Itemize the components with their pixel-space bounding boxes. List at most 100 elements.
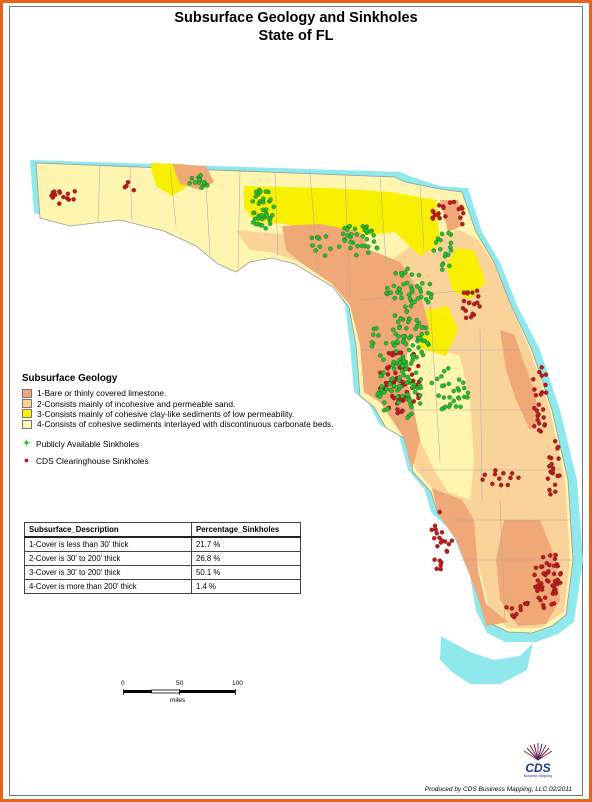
cds-sinkhole-point	[460, 305, 466, 311]
public-sinkhole-point	[352, 226, 358, 232]
legend-item-label: 1-Bare or thinly covered limestone.	[37, 388, 167, 399]
legend-public-sinkholes: ✦ Publicly Available Sinkholes	[22, 439, 362, 449]
public-sinkhole-point	[423, 297, 429, 302]
public-sinkhole-point	[399, 295, 404, 301]
public-sinkhole-point	[401, 372, 406, 378]
public-sinkhole-point	[322, 253, 328, 258]
public-sinkhole-point	[404, 326, 409, 331]
public-sinkhole-point	[407, 335, 412, 341]
cds-sinkhole-point	[533, 392, 539, 398]
legend-item-zone-3: 3-Consists mainly of cohesive clay-like …	[22, 409, 362, 419]
geology-zone-3-northeast	[446, 248, 486, 300]
cds-sinkhole-point	[531, 377, 536, 382]
cds-sinkhole-point	[50, 190, 56, 195]
public-sinkhole-point	[264, 213, 269, 219]
public-sinkhole-point	[410, 354, 416, 359]
cds-sinkhole-point	[124, 183, 129, 189]
public-sinkhole-point	[412, 299, 417, 305]
public-sinkhole-point	[397, 325, 402, 331]
cds-sinkhole-point	[557, 572, 563, 577]
public-sinkhole-point	[439, 383, 445, 389]
public-sinkhole-point	[439, 406, 445, 412]
cds-sinkhole-point	[437, 558, 443, 563]
public-sinkhole-point	[448, 401, 453, 407]
public-sinkhole-point	[460, 380, 466, 385]
cds-sinkhole-point	[510, 613, 515, 618]
public-sinkhole-point	[252, 216, 258, 222]
legend-item-label: 2-Consists mainly of incohesive and perm…	[37, 398, 236, 409]
cds-sinkhole-point	[61, 194, 66, 200]
cds-sinkhole-point	[552, 482, 558, 488]
cds-sinkhole-point	[395, 410, 400, 416]
public-sinkhole-point	[360, 234, 366, 239]
public-sinkhole-point	[259, 213, 264, 218]
geology-zone-4-interior	[396, 336, 474, 500]
cds-sinkhole-point	[66, 197, 72, 202]
public-sinkhole-point	[388, 290, 394, 295]
public-sinkhole-point	[403, 304, 408, 310]
geology-zone-1-swfl	[432, 488, 508, 626]
cds-sinkhole-point	[534, 408, 540, 413]
cds-sinkhole-point	[542, 595, 548, 600]
cds-sinkhole-point	[543, 372, 549, 377]
public-sinkhole-point	[348, 245, 353, 251]
cds-sinkhole-point	[501, 471, 506, 476]
public-sinkhole-point	[374, 245, 380, 251]
table-cell: 1-Cover is less than 30' thick	[24, 536, 192, 552]
cds-sinkhole-point	[557, 473, 562, 478]
zone-4-swatch	[22, 419, 32, 429]
table-cell: 2-Cover is 30' to 200' thick	[24, 551, 192, 566]
sinkhole-percentage-table: Subsurface_Description Percentage_Sinkho…	[24, 522, 301, 594]
table-header-percentage: Percentage_Sinkholes	[191, 522, 301, 538]
credit-text: Produced by CDS Business Mapping, LLC 02…	[424, 786, 572, 793]
cds-sinkhole-point	[524, 601, 530, 607]
public-sinkhole-point	[392, 343, 397, 348]
public-sinkhole-point	[409, 404, 414, 410]
public-sinkhole-point	[263, 189, 269, 194]
cds-sinkhole-point	[542, 422, 547, 428]
cds-sinkhole-point	[466, 300, 472, 306]
cds-sinkhole-point	[477, 304, 482, 309]
public-sinkhole-point	[465, 395, 470, 400]
public-sinkhole-point	[198, 173, 203, 178]
public-sinkhole-point	[402, 270, 408, 275]
public-sinkhole-point	[407, 296, 413, 301]
public-sinkhole-point	[418, 377, 424, 382]
cds-sinkhole-point	[72, 189, 78, 194]
cds-sinkhole-point	[558, 580, 563, 586]
cds-sinkhole-point	[539, 365, 544, 370]
geology-zone-1-westcentral	[364, 336, 420, 470]
scale-tick-label: 50	[176, 680, 184, 687]
public-sinkhole-point	[251, 210, 256, 216]
zone-1-swatch	[22, 388, 32, 398]
cds-sinkhole-point	[409, 372, 415, 377]
public-sinkhole-point	[342, 238, 347, 243]
cds-sinkhole-point	[550, 468, 555, 473]
cds-sinkhole-point	[516, 475, 521, 480]
public-sinkhole-point	[419, 325, 425, 331]
public-sinkhole-point	[377, 394, 383, 399]
legend: Subsurface Geology 1-Bare or thinly cove…	[22, 373, 362, 466]
cds-sinkhole-point	[447, 200, 453, 205]
public-sinkhole-point	[427, 281, 433, 287]
cds-sinkhole-point	[383, 380, 389, 386]
cds-sinkhole-point	[553, 589, 558, 595]
cds-sinkhole-point	[532, 423, 537, 429]
public-sinkhole-point	[409, 287, 415, 292]
public-sinkhole-point	[418, 385, 424, 391]
cds-sinkhole-point	[493, 468, 498, 473]
public-sinkhole-point	[397, 383, 402, 389]
public-sinkhole-point	[400, 368, 405, 374]
public-sinkhole-point	[366, 244, 371, 249]
public-sinkhole-point	[328, 246, 333, 252]
cds-sinkhole-point	[504, 605, 509, 610]
public-sinkhole-point	[453, 404, 459, 409]
public-sinkhole-point	[428, 295, 434, 300]
public-sinkhole-point	[419, 331, 425, 337]
public-sinkhole-point	[448, 248, 454, 253]
public-sinkhole-point	[397, 286, 402, 292]
cds-sinkhole-point	[552, 556, 558, 562]
cds-sinkhole-point	[551, 571, 557, 577]
cds-sinkhole-point	[552, 438, 558, 444]
public-sinkhole-point	[197, 177, 202, 182]
